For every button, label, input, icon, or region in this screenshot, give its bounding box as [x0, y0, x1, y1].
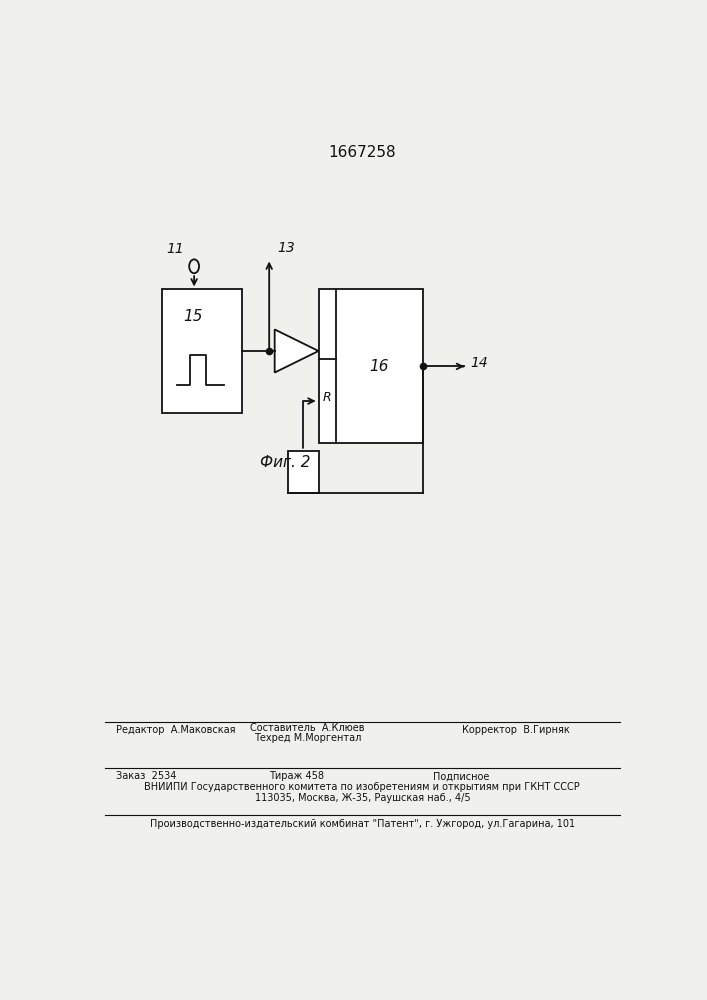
Bar [319, 289, 423, 443]
Text: 1667258: 1667258 [329, 145, 396, 160]
Text: Заказ  2534: Заказ 2534 [116, 771, 176, 781]
Text: Фиг. 2: Фиг. 2 [260, 455, 311, 470]
Text: Корректор  В.Гирняк: Корректор В.Гирняк [462, 725, 570, 735]
Bar [288, 451, 319, 493]
Polygon shape [275, 329, 319, 373]
Text: Техред М.Моргентал: Техред М.Моргентал [254, 733, 361, 743]
Text: 11: 11 [167, 242, 185, 256]
Text: 16: 16 [370, 359, 389, 374]
Text: 14: 14 [470, 356, 488, 370]
Text: Подписное: Подписное [433, 771, 489, 781]
Text: 13: 13 [277, 241, 295, 255]
Text: Редактор  А.Маковская: Редактор А.Маковская [116, 725, 235, 735]
Text: R: R [323, 391, 332, 404]
Text: 113035, Москва, Ж-35, Раушская наб., 4/5: 113035, Москва, Ж-35, Раушская наб., 4/5 [255, 793, 470, 803]
Text: Производственно-издательский комбинат "Патент", г. Ужгород, ул.Гагарина, 101: Производственно-издательский комбинат "П… [150, 819, 575, 829]
Text: Составитель  А.Клюев: Составитель А.Клюев [250, 723, 365, 733]
Text: ВНИИПИ Государственного комитета по изобретениям и открытиям при ГКНТ СССР: ВНИИПИ Государственного комитета по изоб… [144, 782, 580, 792]
Bar [163, 289, 242, 413]
Text: Тираж 458: Тираж 458 [269, 771, 324, 781]
Text: 15: 15 [183, 309, 202, 324]
